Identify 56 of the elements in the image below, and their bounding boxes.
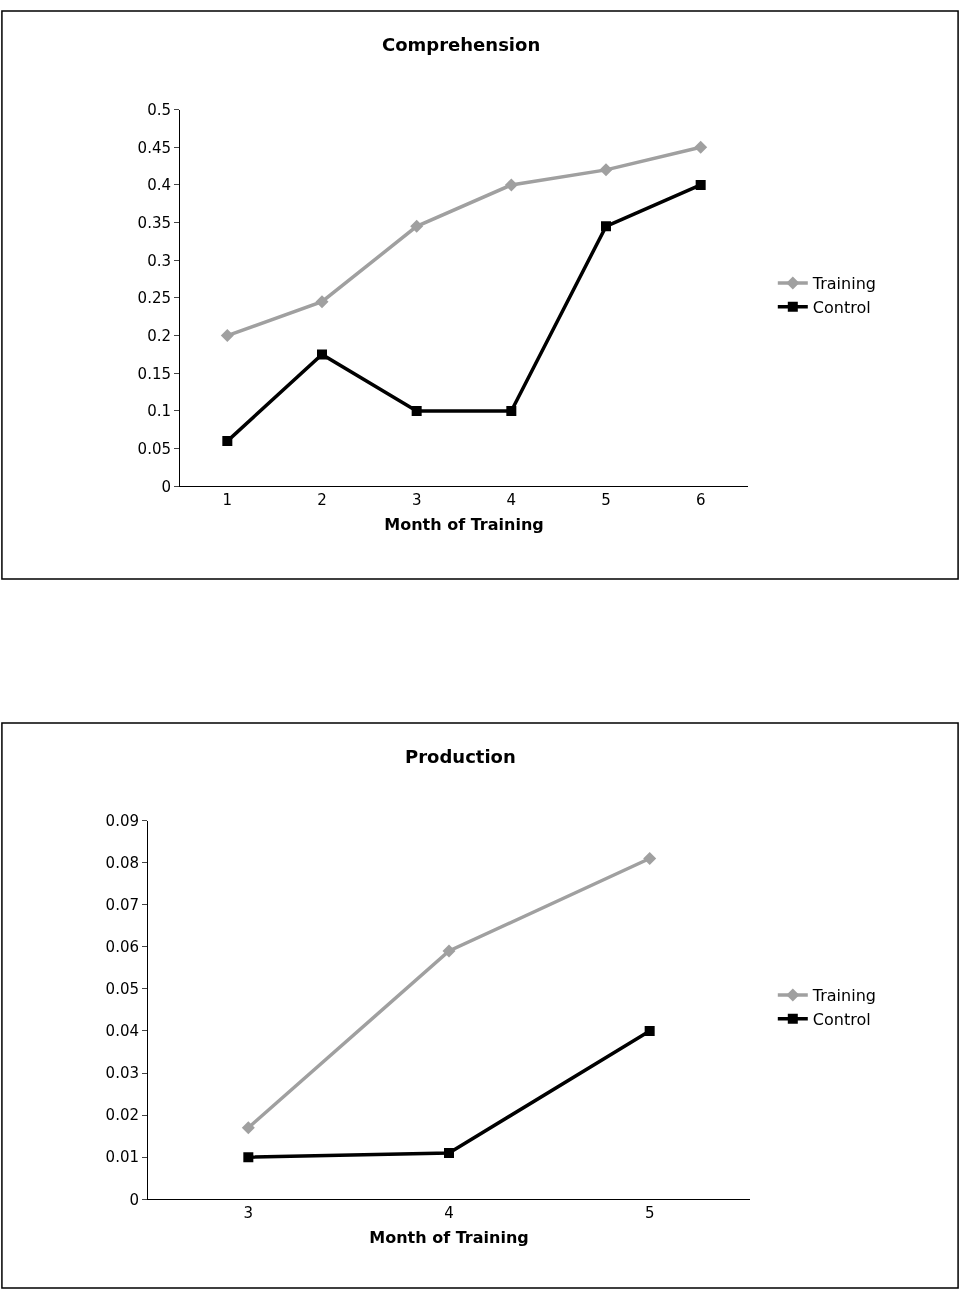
y-tick-label: 0.04	[105, 1022, 139, 1041]
y-tick-label: 0.08	[105, 853, 139, 872]
y-tick-label: 0.07	[105, 896, 139, 914]
point	[222, 436, 233, 447]
point	[315, 295, 329, 309]
x-tick-label: 5	[601, 491, 611, 510]
x-axis-title: Month of Training	[369, 1227, 529, 1247]
x-tick-label: 3	[411, 491, 422, 510]
y-tick-label: 0.4	[147, 176, 171, 195]
y-tick-label: 0.3	[147, 251, 171, 270]
legend-label: Control	[812, 1009, 871, 1029]
point	[411, 405, 422, 416]
point	[601, 221, 611, 232]
point	[643, 851, 657, 865]
point	[644, 1025, 655, 1036]
x-axis-title: Month of Training	[384, 514, 544, 534]
x-tick-label: 2	[317, 491, 327, 510]
point	[695, 179, 706, 190]
point	[504, 178, 518, 192]
point	[694, 140, 708, 154]
y-tick-label: 0.05	[105, 980, 139, 999]
point	[243, 1152, 254, 1163]
x-tick-label: 1	[222, 491, 233, 510]
x-tick-label: 5	[644, 1204, 655, 1223]
y-tick-label: 0.45	[137, 138, 171, 157]
y-tick-label: 0.5	[147, 100, 171, 119]
x-tick-label: 6	[695, 491, 706, 510]
y-tick-label: 0.1	[147, 402, 171, 421]
y-tick-label: 0.05	[137, 439, 171, 458]
legend-label: Training	[811, 986, 876, 1006]
point	[599, 163, 613, 177]
point	[317, 349, 327, 360]
point	[410, 219, 424, 233]
y-tick-label: 0.02	[105, 1106, 139, 1125]
x-tick-label: 4	[506, 491, 517, 510]
y-tick-label: 0.09	[105, 811, 139, 830]
point	[444, 1148, 454, 1158]
y-tick-label: 0.03	[105, 1064, 139, 1083]
y-tick-label: 0	[161, 477, 171, 496]
x-tick-label: 3	[243, 1204, 254, 1223]
point	[442, 944, 456, 958]
chart-title: Comprehension	[382, 34, 541, 55]
y-tick-label: 0.35	[137, 213, 171, 232]
chart-title: Production	[405, 746, 516, 767]
point	[220, 329, 234, 343]
y-tick-label: 0.2	[147, 326, 171, 345]
y-tick-label: 0.06	[105, 938, 139, 957]
point	[506, 405, 517, 416]
y-tick-label: 0.15	[137, 364, 171, 383]
y-tick-label: 0.01	[105, 1148, 139, 1167]
y-tick-label: 0	[129, 1190, 139, 1209]
legend-label: Control	[812, 297, 871, 317]
legend-label: Training	[811, 274, 876, 294]
y-tick-label: 0.25	[137, 289, 171, 308]
point	[241, 1121, 255, 1135]
x-tick-label: 4	[444, 1204, 454, 1223]
